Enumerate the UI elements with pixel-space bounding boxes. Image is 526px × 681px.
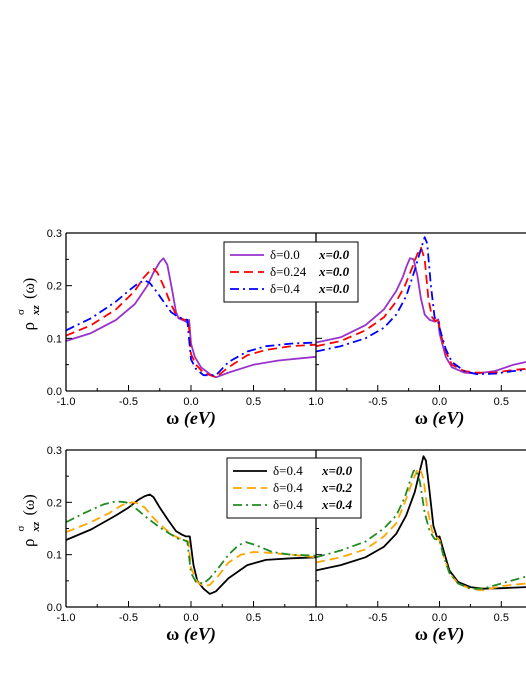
y-tick-label: 0.3 bbox=[47, 228, 62, 240]
x-tick-label-right: 0.5 bbox=[494, 612, 509, 624]
x-tick-label-right: 0.0 bbox=[432, 612, 447, 624]
series-line-right-3 bbox=[316, 468, 526, 590]
x-tick-label-right: 0.0 bbox=[432, 396, 447, 408]
legend-label-2: δ=0.24 bbox=[270, 264, 307, 279]
x-tick-label-left: -0.5 bbox=[119, 612, 138, 624]
legend-label-1: δ=0.0 bbox=[270, 247, 300, 262]
y-label-sup: σ bbox=[15, 526, 27, 532]
y-axis-label: ρ σ xz (ω) bbox=[15, 278, 42, 331]
x-axis-label-right: ω (eV) bbox=[415, 624, 465, 645]
legend: δ=0.4 x=0.0 δ=0.4 x=0.2 δ=0.4 x=0.4 bbox=[226, 457, 362, 519]
legend-box bbox=[226, 457, 362, 519]
y-tick-label: 0.1 bbox=[47, 550, 62, 562]
series-line-right-2 bbox=[316, 467, 526, 592]
x-axis-label-left: ω (eV) bbox=[166, 624, 216, 645]
legend-label-2: δ=0.4 bbox=[273, 480, 303, 495]
series-line-right-1 bbox=[316, 455, 526, 590]
legend-x-label-2: x=0.0 bbox=[318, 264, 350, 279]
y-label-arg: (ω) bbox=[21, 494, 38, 515]
x-tick-label-left: 0.0 bbox=[183, 612, 198, 624]
y-axis-label: ρ σ xz (ω) bbox=[15, 494, 42, 547]
legend-label-1: δ=0.4 bbox=[273, 463, 303, 478]
x-tick-label-left: 1.0 bbox=[308, 396, 323, 408]
x-tick-label-left: 0.5 bbox=[246, 396, 261, 408]
legend-label-3: δ=0.4 bbox=[273, 497, 303, 512]
chart-1: 0.0 0.1 0.2 0.3 -1.0 -0.5 0.0 0.5 1.0 -0.5 0.0 0.5 ω… bbox=[15, 228, 526, 429]
legend-x-label-2: x=0.2 bbox=[321, 480, 353, 495]
series-line-right-2 bbox=[316, 246, 526, 374]
x-axis-label-left: ω (eV) bbox=[166, 408, 216, 429]
y-tick-label: 0.3 bbox=[47, 445, 62, 457]
y-tick-label: 0.0 bbox=[47, 602, 62, 614]
x-tick-label-left: 0.5 bbox=[246, 612, 261, 624]
y-label-rho: ρ bbox=[19, 539, 38, 547]
series-line-left-3 bbox=[66, 500, 316, 585]
x-tick-label-left: 0.0 bbox=[183, 396, 198, 408]
y-tick-label: 0.1 bbox=[47, 333, 62, 345]
legend-x-label-3: x=0.0 bbox=[318, 281, 350, 296]
x-tick-label-right: -0.5 bbox=[368, 612, 387, 624]
y-tick-label: 0.2 bbox=[47, 281, 62, 293]
series-line-left-1 bbox=[66, 493, 316, 595]
y-label-rho: ρ bbox=[19, 322, 38, 330]
series-line-left-3 bbox=[66, 279, 316, 377]
legend-x-label-1: x=0.0 bbox=[321, 463, 353, 478]
legend-x-label-1: x=0.0 bbox=[318, 247, 350, 262]
series-line-right-3 bbox=[316, 236, 526, 376]
x-tick-label-right: 0.5 bbox=[494, 396, 509, 408]
x-axis-label-right: ω (eV) bbox=[415, 408, 465, 429]
y-label-sub: xz bbox=[30, 521, 42, 533]
y-tick-label: 0.2 bbox=[47, 497, 62, 509]
x-tick-label-left: 1.0 bbox=[308, 612, 323, 624]
x-tick-label-left: -0.5 bbox=[119, 396, 138, 408]
series-line-left-1 bbox=[66, 257, 316, 379]
x-tick-label-left: -1.0 bbox=[57, 612, 76, 624]
x-tick-label-left: -1.0 bbox=[57, 396, 76, 408]
y-label-sup: σ bbox=[15, 309, 27, 315]
legend: δ=0.0 x=0.0 δ=0.24 x=0.0 δ=0.4 x=0.0 bbox=[223, 241, 359, 303]
series-line-right-1 bbox=[316, 257, 526, 375]
y-label-sub: xz bbox=[30, 305, 42, 317]
x-tick-label-right: -0.5 bbox=[368, 396, 387, 408]
y-tick-label: 0.0 bbox=[47, 386, 62, 398]
legend-label-3: δ=0.4 bbox=[270, 281, 300, 296]
legend-box bbox=[223, 241, 359, 303]
y-label-arg: (ω) bbox=[21, 278, 38, 299]
legend-x-label-3: x=0.4 bbox=[321, 497, 353, 512]
chart-2: 0.0 0.1 0.2 0.3 -1.0 -0.5 0.0 0.5 1.0 -0.5 0.0 0.5 ω… bbox=[15, 445, 526, 645]
